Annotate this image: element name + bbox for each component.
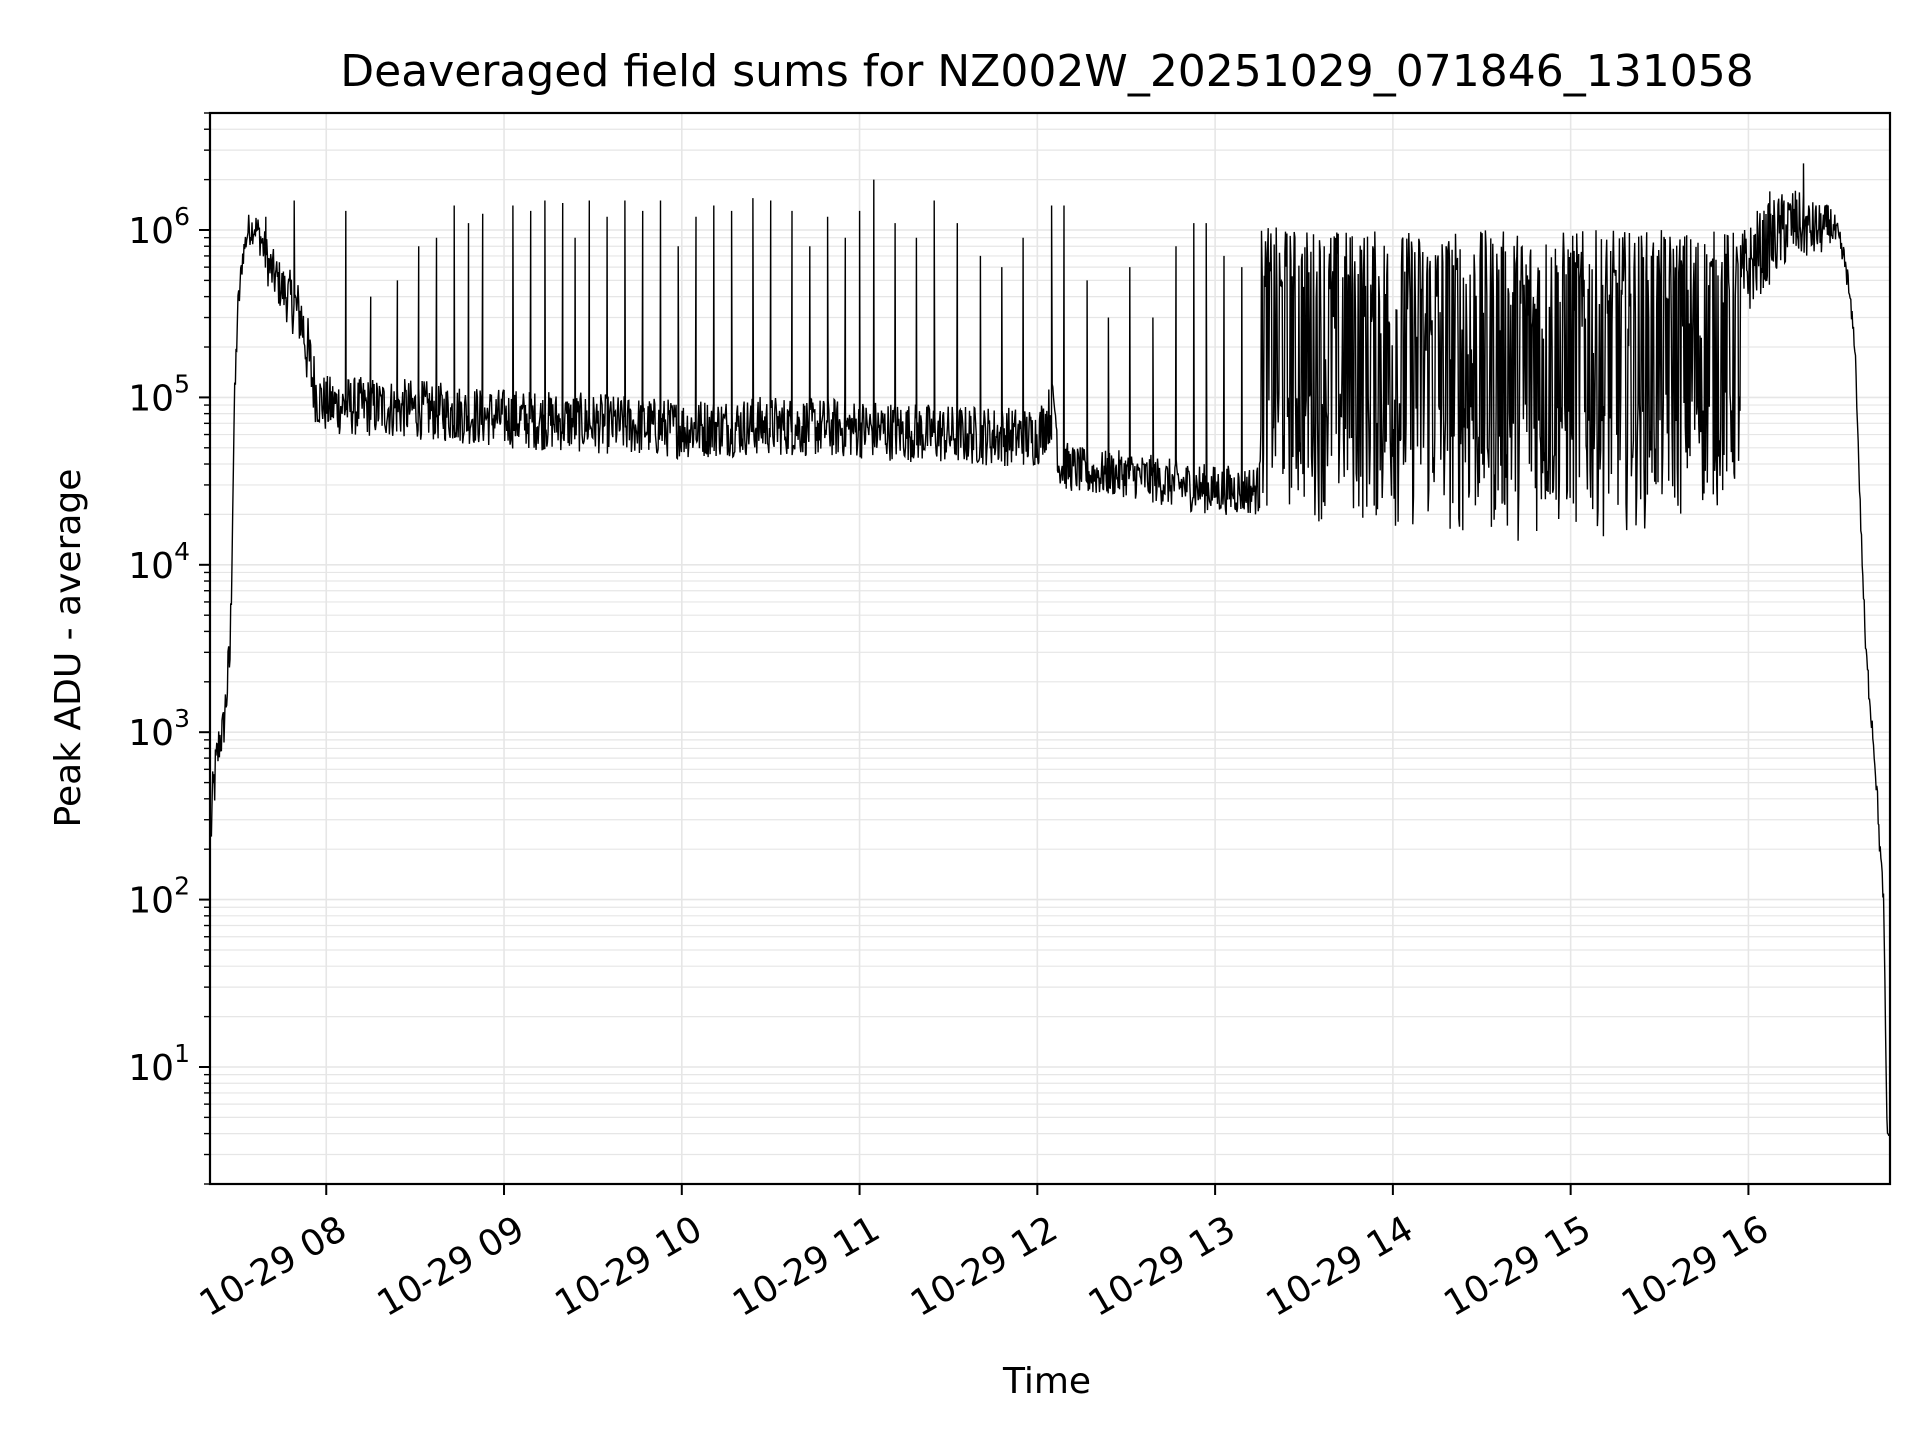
y-tick-base: 10 (128, 211, 174, 252)
y-tick-label: 106 (128, 202, 190, 252)
x-axis-label: Time (1002, 1361, 1091, 1402)
axes-frame (208, 111, 1892, 1186)
y-tick-label: 101 (128, 1039, 190, 1089)
y-tick-base: 10 (128, 881, 174, 922)
y-tick-label: 103 (128, 704, 190, 754)
plot-area (210, 163, 1890, 1137)
y-tick-base: 10 (128, 1048, 174, 1089)
y-tick-exponent: 6 (174, 202, 190, 231)
series-line-peak-adu (210, 163, 1890, 1137)
y-tick-exponent: 5 (174, 369, 190, 398)
y-tick-label: 105 (128, 369, 190, 419)
y-tick-exponent: 2 (174, 872, 190, 901)
chart-title: Deaveraged field sums for NZ002W_2025102… (340, 46, 1753, 97)
y-tick-label: 104 (128, 537, 190, 587)
y-axis-label: Peak ADU - average (48, 469, 89, 828)
y-tick-base: 10 (128, 378, 174, 419)
y-tick-base: 10 (128, 713, 174, 754)
y-tick-base: 10 (128, 546, 174, 587)
y-tick-exponent: 1 (174, 1039, 190, 1068)
y-tick-exponent: 4 (174, 537, 190, 566)
y-tick-exponent: 3 (174, 704, 190, 733)
y-tick-label: 102 (128, 872, 190, 922)
